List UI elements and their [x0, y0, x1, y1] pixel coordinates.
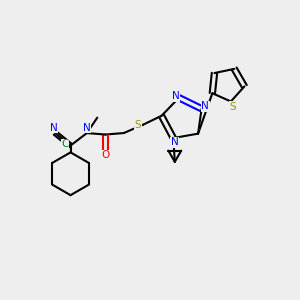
Text: N: N: [201, 101, 209, 111]
Text: C: C: [61, 139, 69, 149]
Text: N: N: [171, 137, 179, 148]
Text: S: S: [135, 120, 141, 130]
Text: O: O: [101, 150, 110, 160]
Text: N: N: [50, 123, 58, 133]
Text: N: N: [83, 123, 91, 133]
Text: S: S: [229, 101, 236, 112]
Text: N: N: [172, 91, 179, 101]
